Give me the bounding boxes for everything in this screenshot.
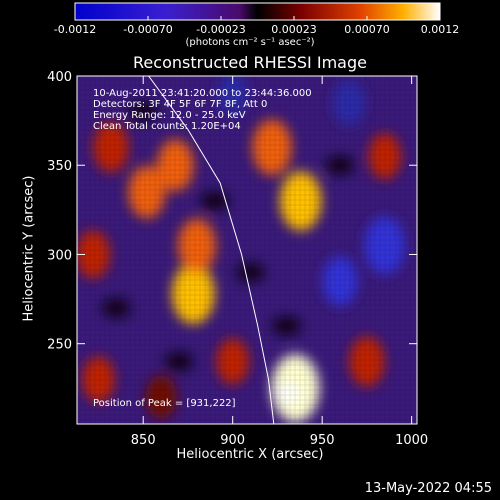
x-tick-label: 850	[131, 433, 156, 448]
chart-title: Reconstructed RHESSI Image	[133, 53, 367, 72]
y-tick-label: 250	[47, 338, 72, 353]
colorbar-tick-label: 0.00023	[271, 23, 317, 36]
y-tick-label: 400	[47, 70, 72, 85]
annotation-time-range: 10-Aug-2011 23:41:20.000 to 23:44:36.000	[93, 88, 312, 99]
annotation-detectors: Detectors: 3F 4F 5F 6F 7F 8F, Att 0	[93, 99, 268, 110]
colorbar-tick-label: -0.00070	[123, 23, 172, 36]
y-tick-label: 350	[47, 159, 72, 174]
annotation-total-counts: Clean Total counts: 1.20E+04	[93, 121, 241, 132]
y-tick-label: 300	[47, 248, 72, 263]
colorbar-tick-label: 0.00070	[344, 23, 390, 36]
peak-position-label: Position of Peak = [931,222]	[93, 398, 236, 409]
colorbar-ticks: -0.0012 -0.00070 -0.00023 0.00023 0.00070 0.0…	[54, 16, 459, 36]
axis-ticks: 850 900 950 1000 250 300 350 400	[47, 70, 428, 448]
annotation-energy-range: Energy Range: 12.0 - 25.0 keV	[93, 110, 246, 121]
solar-limb	[148, 76, 275, 424]
colorbar: -0.0012 -0.00070 -0.00023 0.00023 0.00070 0.0…	[54, 2, 459, 36]
colorbar-gradient	[74, 2, 441, 21]
plot-frame	[76, 75, 418, 425]
date-stamp: 13-May-2022 04:55	[364, 481, 492, 496]
colorbar-tick-label: -0.00023	[196, 23, 245, 36]
y-axis-label: Heliocentric Y (arcsec)	[21, 175, 37, 322]
x-axis-label: Heliocentric X (arcsec)	[176, 447, 324, 462]
x-tick-label: 900	[220, 433, 245, 448]
colorbar-tick-label: -0.0012	[54, 23, 96, 36]
colorbar-tick-label: 0.0012	[421, 23, 460, 36]
colorbar-units: (photons cm⁻² s⁻¹ asec⁻²)	[185, 37, 315, 48]
x-tick-label: 1000	[395, 433, 428, 448]
pixel-grid	[77, 76, 417, 424]
x-tick-label: 950	[310, 433, 335, 448]
